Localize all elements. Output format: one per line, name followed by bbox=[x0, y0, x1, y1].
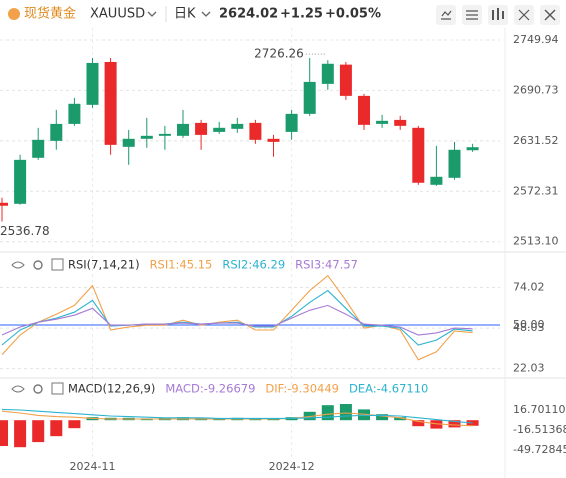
candle-body bbox=[86, 62, 99, 105]
candle-body bbox=[267, 138, 280, 142]
tool-icon bbox=[492, 8, 504, 20]
menu-icon[interactable] bbox=[51, 382, 64, 395]
change-percent: +0.05% bbox=[325, 7, 381, 22]
macd-bar bbox=[14, 420, 27, 448]
candle-body bbox=[50, 123, 63, 141]
candle-body bbox=[376, 120, 389, 124]
y-tick-label: 2631.52 bbox=[513, 134, 559, 147]
tool-button[interactable] bbox=[436, 5, 456, 25]
y-tick-label: -49.72845 bbox=[513, 443, 566, 456]
tool-icon bbox=[518, 9, 530, 21]
macd-bar bbox=[339, 404, 352, 421]
candle-body bbox=[285, 113, 298, 132]
candle-body bbox=[394, 119, 407, 126]
macd-bar bbox=[0, 420, 8, 446]
candle-body bbox=[140, 135, 153, 139]
candle-body bbox=[195, 122, 208, 135]
macd-bar bbox=[412, 420, 425, 427]
legend-entry: RSI3:47.57 bbox=[295, 258, 358, 272]
low-annotation: 2536.78 bbox=[0, 224, 50, 238]
eye-icon[interactable] bbox=[11, 261, 25, 269]
indicator-title: MACD(12,26,9) bbox=[68, 382, 155, 396]
dropdown-arrow[interactable] bbox=[201, 11, 211, 17]
macd-bar bbox=[448, 420, 461, 428]
y-tick-label: 48.03 bbox=[513, 321, 545, 334]
candle-body bbox=[412, 127, 425, 183]
tool-icon bbox=[544, 9, 556, 21]
macd-bar bbox=[376, 414, 389, 421]
y-tick-label: 2749.94 bbox=[513, 33, 559, 46]
symbol[interactable]: XAUUSD bbox=[90, 7, 145, 22]
macd-bar bbox=[321, 405, 334, 421]
settings-icon[interactable] bbox=[33, 260, 43, 270]
period[interactable]: 日K bbox=[174, 7, 196, 22]
menu-icon[interactable] bbox=[51, 258, 64, 271]
y-tick-label: 50.00 bbox=[513, 318, 545, 331]
legend-entry: DEA:-4.67110 bbox=[349, 382, 428, 396]
rsi-line bbox=[1, 289, 473, 346]
y-tick-label: -16.51368 bbox=[513, 423, 566, 436]
rsi-line bbox=[1, 274, 473, 361]
legend-entry: DIF:-9.30449 bbox=[265, 382, 339, 396]
eye-icon[interactable] bbox=[11, 385, 25, 393]
candle-body bbox=[104, 61, 117, 145]
toolbar bbox=[436, 5, 560, 25]
dropdown-arrow[interactable] bbox=[147, 11, 157, 17]
high-annotation: 2726.26 bbox=[254, 47, 304, 61]
candle-body bbox=[32, 139, 45, 158]
settings-icon[interactable] bbox=[33, 384, 43, 394]
instrument-name: 现货黄金 bbox=[24, 6, 76, 22]
candle-body bbox=[213, 127, 226, 132]
candle-body bbox=[358, 95, 370, 125]
x-tick-label: 2024-11 bbox=[70, 460, 116, 473]
candle-body bbox=[177, 123, 189, 136]
tool-icon bbox=[441, 10, 452, 20]
macd-bar bbox=[303, 411, 316, 421]
candle-body bbox=[68, 103, 81, 124]
candle-body bbox=[249, 122, 262, 140]
candle-body bbox=[0, 202, 8, 206]
price: 2624.02 bbox=[219, 7, 278, 22]
macd-bar bbox=[358, 409, 370, 421]
y-tick-label: 74.02 bbox=[513, 281, 545, 294]
y-tick-label: 2513.10 bbox=[513, 235, 559, 248]
candle-body bbox=[321, 63, 334, 84]
macd-line bbox=[1, 410, 473, 427]
indicator-title: RSI(7,14,21) bbox=[68, 258, 140, 272]
change: +1.25 bbox=[280, 7, 323, 22]
y-tick-label: 2572.31 bbox=[513, 184, 559, 197]
candle-body bbox=[14, 159, 27, 204]
macd-line bbox=[1, 408, 473, 424]
legend-entry: MACD:-9.26679 bbox=[165, 382, 255, 396]
legend-entry: RSI2:46.29 bbox=[222, 258, 285, 272]
macd-bar bbox=[68, 420, 81, 429]
macd-bar bbox=[32, 420, 45, 443]
y-tick-label: 22.03 bbox=[513, 362, 545, 375]
candle-body bbox=[339, 64, 352, 96]
y-tick-label: 2690.73 bbox=[513, 83, 559, 96]
rsi-line bbox=[1, 304, 473, 336]
candle-body bbox=[448, 149, 461, 178]
candle-body bbox=[466, 147, 479, 151]
tool-icon bbox=[466, 10, 478, 20]
candle-body bbox=[122, 138, 135, 147]
macd-bar bbox=[394, 417, 407, 421]
y-tick-label: 16.70110 bbox=[513, 403, 566, 416]
symbol-icon bbox=[8, 8, 20, 20]
candle-body bbox=[303, 81, 316, 114]
macd-bar bbox=[430, 420, 443, 429]
macd-bar bbox=[50, 420, 63, 437]
candle-body bbox=[430, 176, 443, 185]
legend-entry: RSI1:45.15 bbox=[150, 258, 213, 272]
candle-body bbox=[158, 133, 171, 136]
candle-body bbox=[231, 123, 244, 129]
x-tick-label: 2024-12 bbox=[269, 460, 315, 473]
